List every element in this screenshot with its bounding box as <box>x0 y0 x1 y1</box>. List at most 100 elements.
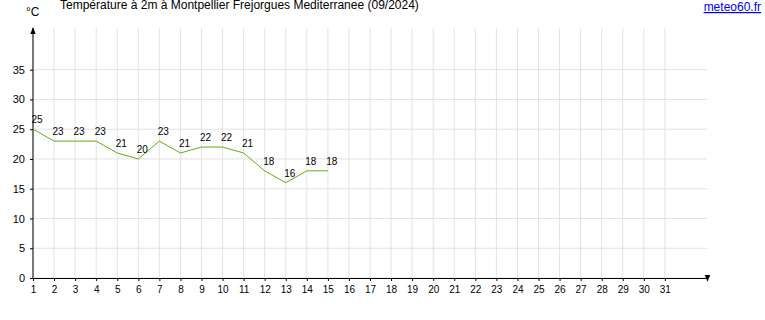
data-label: 21 <box>179 138 191 149</box>
x-tick-label: 13 <box>281 284 293 295</box>
grid-line-x <box>327 28 328 278</box>
x-tick-mark <box>665 278 666 281</box>
x-tick: 20 <box>428 278 440 295</box>
grid-line-x <box>370 28 371 278</box>
grid-line-x <box>454 28 455 278</box>
x-tick-mark <box>265 278 266 281</box>
x-tick: 13 <box>281 278 293 295</box>
source-link[interactable]: meteo60.fr <box>704 0 761 14</box>
x-tick-label: 20 <box>428 284 440 295</box>
x-tick-mark <box>581 278 582 281</box>
grid-line-x <box>201 28 202 278</box>
x-tick-label: 17 <box>365 284 377 295</box>
x-tick-label: 14 <box>302 284 314 295</box>
x-tick: 2 <box>52 278 58 295</box>
x-tick: 31 <box>660 278 672 295</box>
x-tick-label: 15 <box>323 284 335 295</box>
x-tick-label: 5 <box>115 284 121 295</box>
grid-line-x <box>306 28 307 278</box>
x-tick: 19 <box>407 278 419 295</box>
y-tick-mark <box>30 248 33 249</box>
x-tick-mark <box>307 278 308 281</box>
grid-line-x <box>264 28 265 278</box>
x-tick-label: 26 <box>555 284 567 295</box>
grid-line-x <box>496 28 497 278</box>
y-tick: 20 <box>13 153 33 165</box>
x-tick-label: 6 <box>136 284 142 295</box>
grid-line-x <box>643 28 644 278</box>
data-label: 20 <box>137 144 149 155</box>
y-label: °C <box>26 5 40 19</box>
x-tick-mark <box>560 278 561 281</box>
grid-line-x <box>412 28 413 278</box>
x-tick-label: 11 <box>239 284 250 295</box>
x-axis-line <box>34 279 708 282</box>
x-tick-mark <box>370 278 371 281</box>
grid-line-x <box>601 28 602 278</box>
x-tick-label: 9 <box>199 284 205 295</box>
x-tick-mark <box>138 278 139 281</box>
x-tick-label: 18 <box>386 284 398 295</box>
x-tick: 10 <box>218 278 230 295</box>
x-tick-mark <box>96 278 97 281</box>
x-tick-mark <box>75 278 76 281</box>
data-label: 25 <box>31 114 43 125</box>
x-tick-mark <box>623 278 624 281</box>
x-tick: 30 <box>639 278 651 295</box>
x-tick-label: 31 <box>660 284 672 295</box>
grid-line-x <box>54 28 55 278</box>
x-tick-label: 1 <box>31 284 37 295</box>
grid-line-x <box>559 28 560 278</box>
x-tick-mark <box>286 278 287 281</box>
grid-line-x <box>159 28 160 278</box>
y-tick-mark <box>30 218 33 219</box>
y-tick: 10 <box>13 212 33 224</box>
data-label: 23 <box>53 126 65 137</box>
x-tick: 5 <box>115 278 121 295</box>
x-tick: 21 <box>449 278 461 295</box>
x-tick: 8 <box>178 278 184 295</box>
grid-line-x <box>285 28 286 278</box>
x-tick: 25 <box>533 278 545 295</box>
y-tick-mark <box>30 189 33 190</box>
y-tick-mark <box>30 70 33 71</box>
x-tick-label: 16 <box>344 284 356 295</box>
x-tick: 11 <box>239 278 250 295</box>
x-tick-label: 19 <box>407 284 419 295</box>
x-tick: 6 <box>136 278 142 295</box>
x-tick-label: 29 <box>618 284 630 295</box>
x-tick-label: 24 <box>512 284 524 295</box>
y-tick-label: 0 <box>19 272 25 284</box>
x-tick-mark <box>602 278 603 281</box>
x-tick: 23 <box>491 278 503 295</box>
x-tick: 26 <box>555 278 567 295</box>
y-tick: 25 <box>13 123 33 135</box>
y-axis-line <box>33 28 34 278</box>
x-tick-label: 28 <box>597 284 609 295</box>
x-tick: 22 <box>470 278 482 295</box>
x-tick-label: 22 <box>470 284 482 295</box>
y-tick: 0 <box>19 272 33 284</box>
data-label: 18 <box>263 156 275 167</box>
x-tick-mark <box>391 278 392 281</box>
grid-line-x <box>517 28 518 278</box>
x-tick-mark <box>349 278 350 281</box>
data-label: 23 <box>158 126 170 137</box>
x-tick-mark <box>117 278 118 281</box>
x-tick: 12 <box>260 278 272 295</box>
x-tick-mark <box>223 278 224 281</box>
x-tick-mark <box>644 278 645 281</box>
x-tick-mark <box>244 278 245 281</box>
y-axis: 05101520253035 <box>13 28 33 284</box>
x-tick: 14 <box>302 278 314 295</box>
grid-line-x <box>222 28 223 278</box>
x-tick: 27 <box>576 278 588 295</box>
data-label: 22 <box>221 132 233 143</box>
y-tick: 30 <box>13 93 33 105</box>
x-tick-mark <box>539 278 540 281</box>
grid-line-x <box>622 28 623 278</box>
grid-line-x <box>538 28 539 278</box>
x-tick-mark <box>496 278 497 281</box>
x-tick: 17 <box>365 278 377 295</box>
x-tick-mark <box>159 278 160 281</box>
